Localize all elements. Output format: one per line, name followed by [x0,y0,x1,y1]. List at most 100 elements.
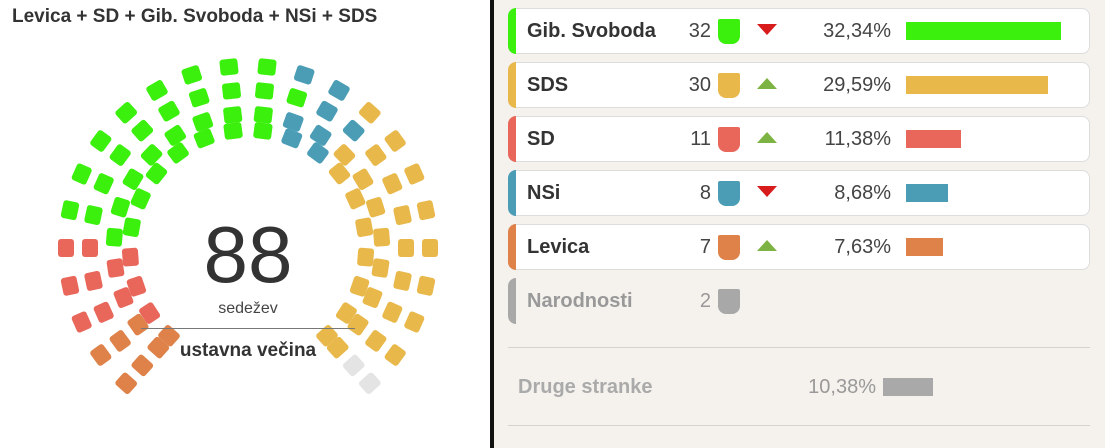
seat-gib-svoboda [146,80,168,101]
party-row-sd: SD 11 11,38% [508,116,1090,162]
seat-sd [82,239,98,257]
seat-sds [362,287,383,309]
party-color-stripe [508,278,516,324]
seat-levica [115,372,138,395]
seat-sd [58,239,74,257]
seat-sd [84,270,103,291]
seat-sds [357,247,375,267]
seat-sds [416,275,436,296]
seat-gib-svoboda [131,119,154,142]
party-name: Levica [527,236,590,258]
seat-nsi [307,142,329,164]
seat-sds [393,270,412,291]
trend-down-icon [757,186,777,197]
separator-bottom [508,425,1090,426]
seat-nsi [342,119,365,142]
other-parties-row: Druge stranke 10,38% [494,366,1105,410]
party-percent: 11,38% [824,128,891,150]
seat-nsi [282,112,304,132]
party-name: NSi [527,182,561,204]
seat-gib-svoboda [193,128,215,149]
party-color-stripe [508,8,516,54]
party-row-nsi: NSi 8 8,68% [508,170,1090,216]
trend-up-icon [757,132,777,143]
seat-icon [718,181,740,206]
party-percent: 8,68% [834,182,891,204]
party-seat-count: 32 [688,20,711,42]
party-seat-count: 30 [688,74,711,96]
seat-gib-svoboda [223,106,243,124]
seat-sds [384,130,406,152]
party-color-stripe [508,116,516,162]
seat-gib-svoboda [222,82,241,100]
seat-sds [345,188,366,210]
party-row-gib-svoboda: Gib. Svoboda 32 32,34% [508,8,1090,54]
seat-sds [382,173,403,195]
seat-gib-svoboda [286,88,308,108]
seat-sds [404,163,425,185]
seat-gib-svoboda [255,82,274,100]
party-color-stripe [508,62,516,108]
seat-gib-svoboda [115,101,138,124]
coalition-title: Levica + SD + Gib. Svoboda + NSi + SDS [12,6,378,27]
seat-sds [373,227,391,247]
seat-sds [398,239,414,257]
seat-sds [365,330,387,352]
seat-levica [131,354,154,377]
seat-gib-svoboda [93,173,114,195]
seat-sds [333,144,356,166]
seat-narodnosti [358,372,381,395]
seat-narodnosti [342,354,365,377]
seat-sd [60,275,80,296]
seat-sds [365,144,387,166]
party-percent: 32,34% [823,20,891,42]
seat-gib-svoboda [253,106,273,124]
seat-nsi [293,65,315,85]
seat-nsi [328,80,350,101]
seat-gib-svoboda [122,217,141,238]
seat-gib-svoboda [192,112,214,132]
seat-icon [718,127,740,152]
seat-sds [416,200,436,221]
seat-sds [422,239,438,257]
seat-gib-svoboda [158,100,180,122]
seat-icon [718,235,740,260]
seat-gib-svoboda [71,163,92,185]
seat-sd [71,311,92,333]
seat-total: 88 [203,210,293,299]
seat-sds [371,258,390,278]
seat-sds [358,101,381,124]
seat-gib-svoboda [109,144,131,166]
majority-label: ustavna večina [179,340,317,361]
seat-levica [147,336,170,359]
seat-gib-svoboda [130,188,151,210]
party-color-stripe [508,170,516,216]
other-parties-percent: 10,38% [808,376,876,398]
seat-gib-svoboda [219,58,239,76]
party-name: SD [527,128,555,150]
party-seat-count: 7 [699,236,711,258]
seat-sds [349,276,370,297]
seat-gib-svoboda [105,227,123,247]
seat-gib-svoboda [145,162,168,185]
seat-sds [384,344,406,366]
seat-sd [93,301,114,323]
party-seat-count: 11 [690,128,711,150]
seat-sd [121,247,139,267]
party-bar [906,130,961,148]
seat-icon [718,73,740,98]
seat-gib-svoboda [188,88,210,108]
seat-nsi [281,128,303,149]
party-name: Gib. Svoboda [527,20,656,42]
seat-sd [126,276,147,297]
party-color-stripe [508,224,516,270]
seat-gib-svoboda [167,142,189,164]
party-bar [906,22,1061,40]
seat-levica [158,324,180,347]
seat-sds [382,301,403,323]
seat-sds [366,196,386,218]
trend-up-icon [757,78,777,89]
seat-sd [139,302,161,324]
seat-unit-label: sedežev [218,300,278,317]
seat-gib-svoboda [181,65,203,85]
